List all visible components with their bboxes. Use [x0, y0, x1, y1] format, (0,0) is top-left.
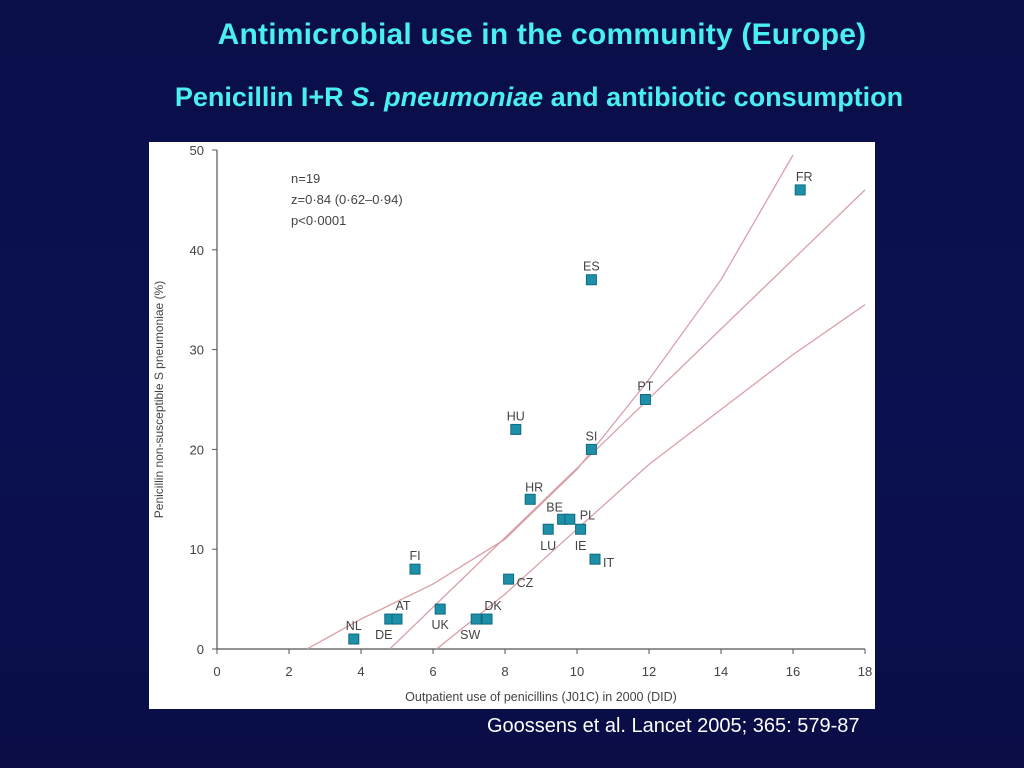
- data-point-es: [585, 274, 597, 286]
- data-point-sw: [470, 613, 482, 625]
- x-axis-label: Outpatient use of penicillins (J01C) in …: [405, 690, 677, 704]
- point-label-uk: UK: [432, 618, 450, 632]
- chart-panel: 0 2 4 6 8 10 12 14 16 18 0 10 20 30 40 50 Outpatient use…: [149, 142, 875, 709]
- data-point-fr: [794, 184, 806, 196]
- y-tick-label: 0: [197, 642, 204, 657]
- y-axis-label: Penicillin non-susceptible S pneumoniae …: [152, 281, 166, 518]
- regression-upper-line: [306, 154, 794, 649]
- citation: Goossens et al. Lancet 2005; 365: 579-87: [487, 715, 860, 737]
- x-tick-label: 16: [786, 664, 800, 679]
- y-tick-label: 50: [190, 143, 204, 158]
- data-point-hu: [510, 423, 522, 435]
- y-tick-label: 40: [190, 243, 204, 258]
- data-point-ie: [575, 523, 587, 535]
- slide-subtitle: Penicillin I+R S. pneumoniae and antibio…: [0, 82, 1024, 113]
- x-tick-label: 2: [285, 664, 292, 679]
- data-point-uk: [434, 603, 446, 615]
- x-tick-label: 12: [642, 664, 656, 679]
- point-label-ie: IE: [575, 539, 587, 553]
- data-point-cz: [503, 573, 515, 585]
- data-point-pt: [639, 394, 651, 405]
- stats-annotation: z=0·84 (0·62–0·94): [291, 192, 403, 207]
- point-label-si: SI: [585, 429, 597, 443]
- data-point-lu: [542, 523, 554, 535]
- point-label-be: BE: [546, 500, 563, 514]
- y-tick-label: 10: [190, 542, 204, 557]
- data-point-nl: [348, 633, 360, 645]
- point-label-at: AT: [395, 599, 410, 613]
- point-label-hr: HR: [525, 480, 543, 494]
- x-tick-label: 10: [570, 664, 584, 679]
- point-label-de: DE: [375, 628, 392, 642]
- data-point-hr: [524, 493, 536, 505]
- point-label-hu: HU: [507, 409, 525, 423]
- point-label-fi: FI: [409, 549, 420, 563]
- point-label-lu: LU: [540, 539, 556, 553]
- point-label-pl: PL: [580, 508, 595, 522]
- point-label-fr: FR: [796, 170, 813, 184]
- data-point-at: [391, 613, 403, 625]
- data-point-si: [585, 443, 597, 455]
- x-tick-label: 8: [501, 664, 508, 679]
- data-point-dk: [481, 613, 493, 625]
- point-label-dk: DK: [484, 599, 502, 613]
- stats-annotation: p<0·0001: [291, 213, 346, 228]
- data-point-fi: [409, 563, 421, 575]
- scatter-chart: 0 2 4 6 8 10 12 14 16 18 0 10 20 30 40 50 Outpatient use…: [152, 143, 872, 704]
- y-tick-label: 30: [190, 343, 204, 358]
- point-label-pt: PT: [637, 380, 653, 394]
- x-tick-label: 0: [213, 664, 220, 679]
- y-tick-label: 20: [190, 442, 204, 457]
- x-tick-label: 18: [858, 664, 872, 679]
- x-tick-label: 4: [357, 664, 364, 679]
- point-label-es: ES: [583, 260, 600, 274]
- point-label-sw: SW: [460, 628, 480, 642]
- data-point-it: [589, 553, 601, 565]
- slide-title: Antimicrobial use in the community (Euro…: [217, 18, 867, 51]
- point-label-nl: NL: [346, 619, 362, 633]
- data-point-pl: [564, 513, 576, 525]
- subtitle-organism: S. pneumoniae: [351, 82, 544, 112]
- regression-fit-line: [389, 189, 866, 649]
- subtitle-text-post: and antibiotic consumption: [543, 82, 904, 112]
- stats-annotation: n=19: [291, 171, 320, 186]
- subtitle-text-pre: Penicillin I+R: [174, 82, 352, 112]
- point-label-it: IT: [603, 556, 614, 570]
- x-tick-label: 14: [714, 664, 728, 679]
- x-tick-label: 6: [429, 664, 436, 679]
- point-label-cz: CZ: [517, 576, 534, 590]
- regression-lower-line: [436, 304, 866, 649]
